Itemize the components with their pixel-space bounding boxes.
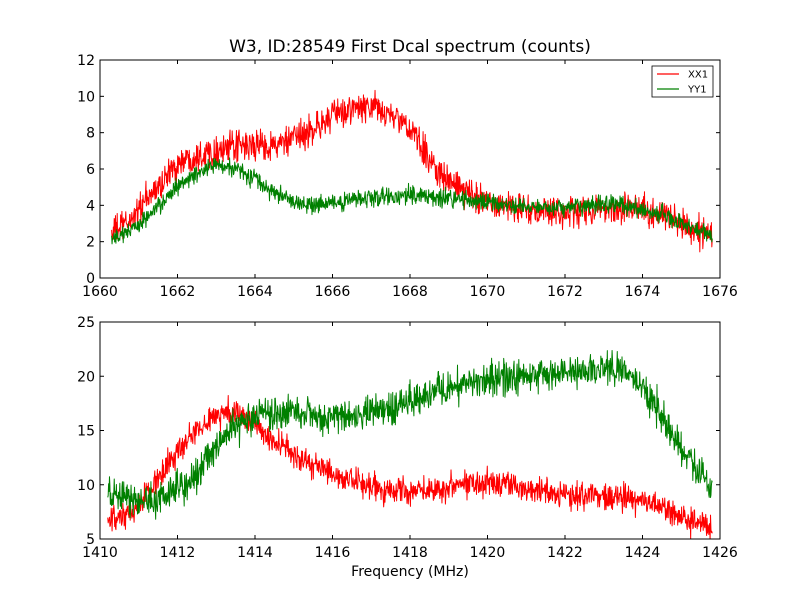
chart-top-x-tick-label: 1672 bbox=[547, 284, 583, 300]
chart-bottom-x-tick-label: 1410 bbox=[82, 545, 118, 561]
chart-top-x-tick-label: 1666 bbox=[315, 284, 351, 300]
chart-top-y-tick-label: 6 bbox=[86, 162, 95, 178]
chart-top-y-tick-label: 4 bbox=[86, 198, 95, 214]
chart-top: W3, ID:28549 First Dcal spectrum (counts… bbox=[77, 37, 738, 300]
legend-box bbox=[651, 65, 714, 98]
chart-top-x-tick-label: 1670 bbox=[470, 284, 506, 300]
chart-top-y-tick-label: 12 bbox=[77, 53, 95, 69]
chart-bottom-x-tick-label: 1412 bbox=[160, 545, 196, 561]
legend-label-yy1: YY1 bbox=[687, 85, 707, 96]
chart-top-ticks: 1660 1662 1664 1666 1668 1670 1672 1674 1676 0 2 4 6… bbox=[77, 53, 738, 300]
chart-bottom-x-tick-label: 1420 bbox=[470, 545, 506, 561]
chart-top-y-tick-label: 10 bbox=[77, 89, 95, 105]
chart-top-series-group bbox=[111, 89, 713, 253]
chart-bottom-y-tick-label: 5 bbox=[86, 532, 95, 548]
chart-bottom-series-group bbox=[107, 349, 713, 539]
chart-bottom-x-tick-label: 1416 bbox=[315, 545, 351, 561]
chart-bottom-x-tick-label: 1424 bbox=[625, 545, 661, 561]
chart-bottom-series-yy1-line bbox=[107, 349, 713, 520]
chart-bottom-y-tick-label: 15 bbox=[77, 424, 95, 440]
chart-top-y-tick-label: 2 bbox=[86, 235, 95, 251]
chart-top-y-tick-label: 8 bbox=[86, 126, 95, 142]
x-axis-label: Frequency (MHz) bbox=[351, 564, 469, 580]
chart-bottom-x-tick-label: 1418 bbox=[392, 545, 428, 561]
chart-top-series-yy1-line bbox=[111, 157, 713, 245]
chart-bottom-x-tick-label: 1426 bbox=[702, 545, 738, 561]
chart-bottom-x-tick-label: 1414 bbox=[237, 545, 273, 561]
chart-bottom-x-tick-label: 1422 bbox=[547, 545, 583, 561]
chart-bottom-y-tick-label: 10 bbox=[77, 478, 95, 494]
chart-bottom-ticks: 1410 1412 1414 1416 1418 1420 1422 1424 1426 5 10 1… bbox=[77, 315, 738, 561]
chart-top-x-tick-label: 1674 bbox=[625, 284, 661, 300]
chart-top-x-tick-label: 1676 bbox=[702, 284, 738, 300]
chart-bottom-y-tick-label: 25 bbox=[77, 315, 95, 331]
chart-bottom: 1410 1412 1414 1416 1418 1420 1422 1424 1426 5 10 1… bbox=[77, 315, 738, 580]
chart-top-x-tick-label: 1668 bbox=[392, 284, 428, 300]
chart-top-y-tick-label: 0 bbox=[86, 271, 95, 287]
chart-bottom-series-xx1-line bbox=[107, 395, 713, 539]
legend: XX1 YY1 bbox=[651, 65, 714, 98]
chart-top-x-tick-label: 1662 bbox=[160, 284, 196, 300]
legend-label-xx1: XX1 bbox=[688, 70, 708, 81]
chart-top-x-tick-label: 1664 bbox=[237, 284, 273, 300]
chart-top-title: W3, ID:28549 First Dcal spectrum (counts… bbox=[229, 37, 591, 57]
chart-top-x-tick-label: 1660 bbox=[82, 284, 118, 300]
chart-bottom-y-tick-label: 20 bbox=[77, 369, 95, 385]
